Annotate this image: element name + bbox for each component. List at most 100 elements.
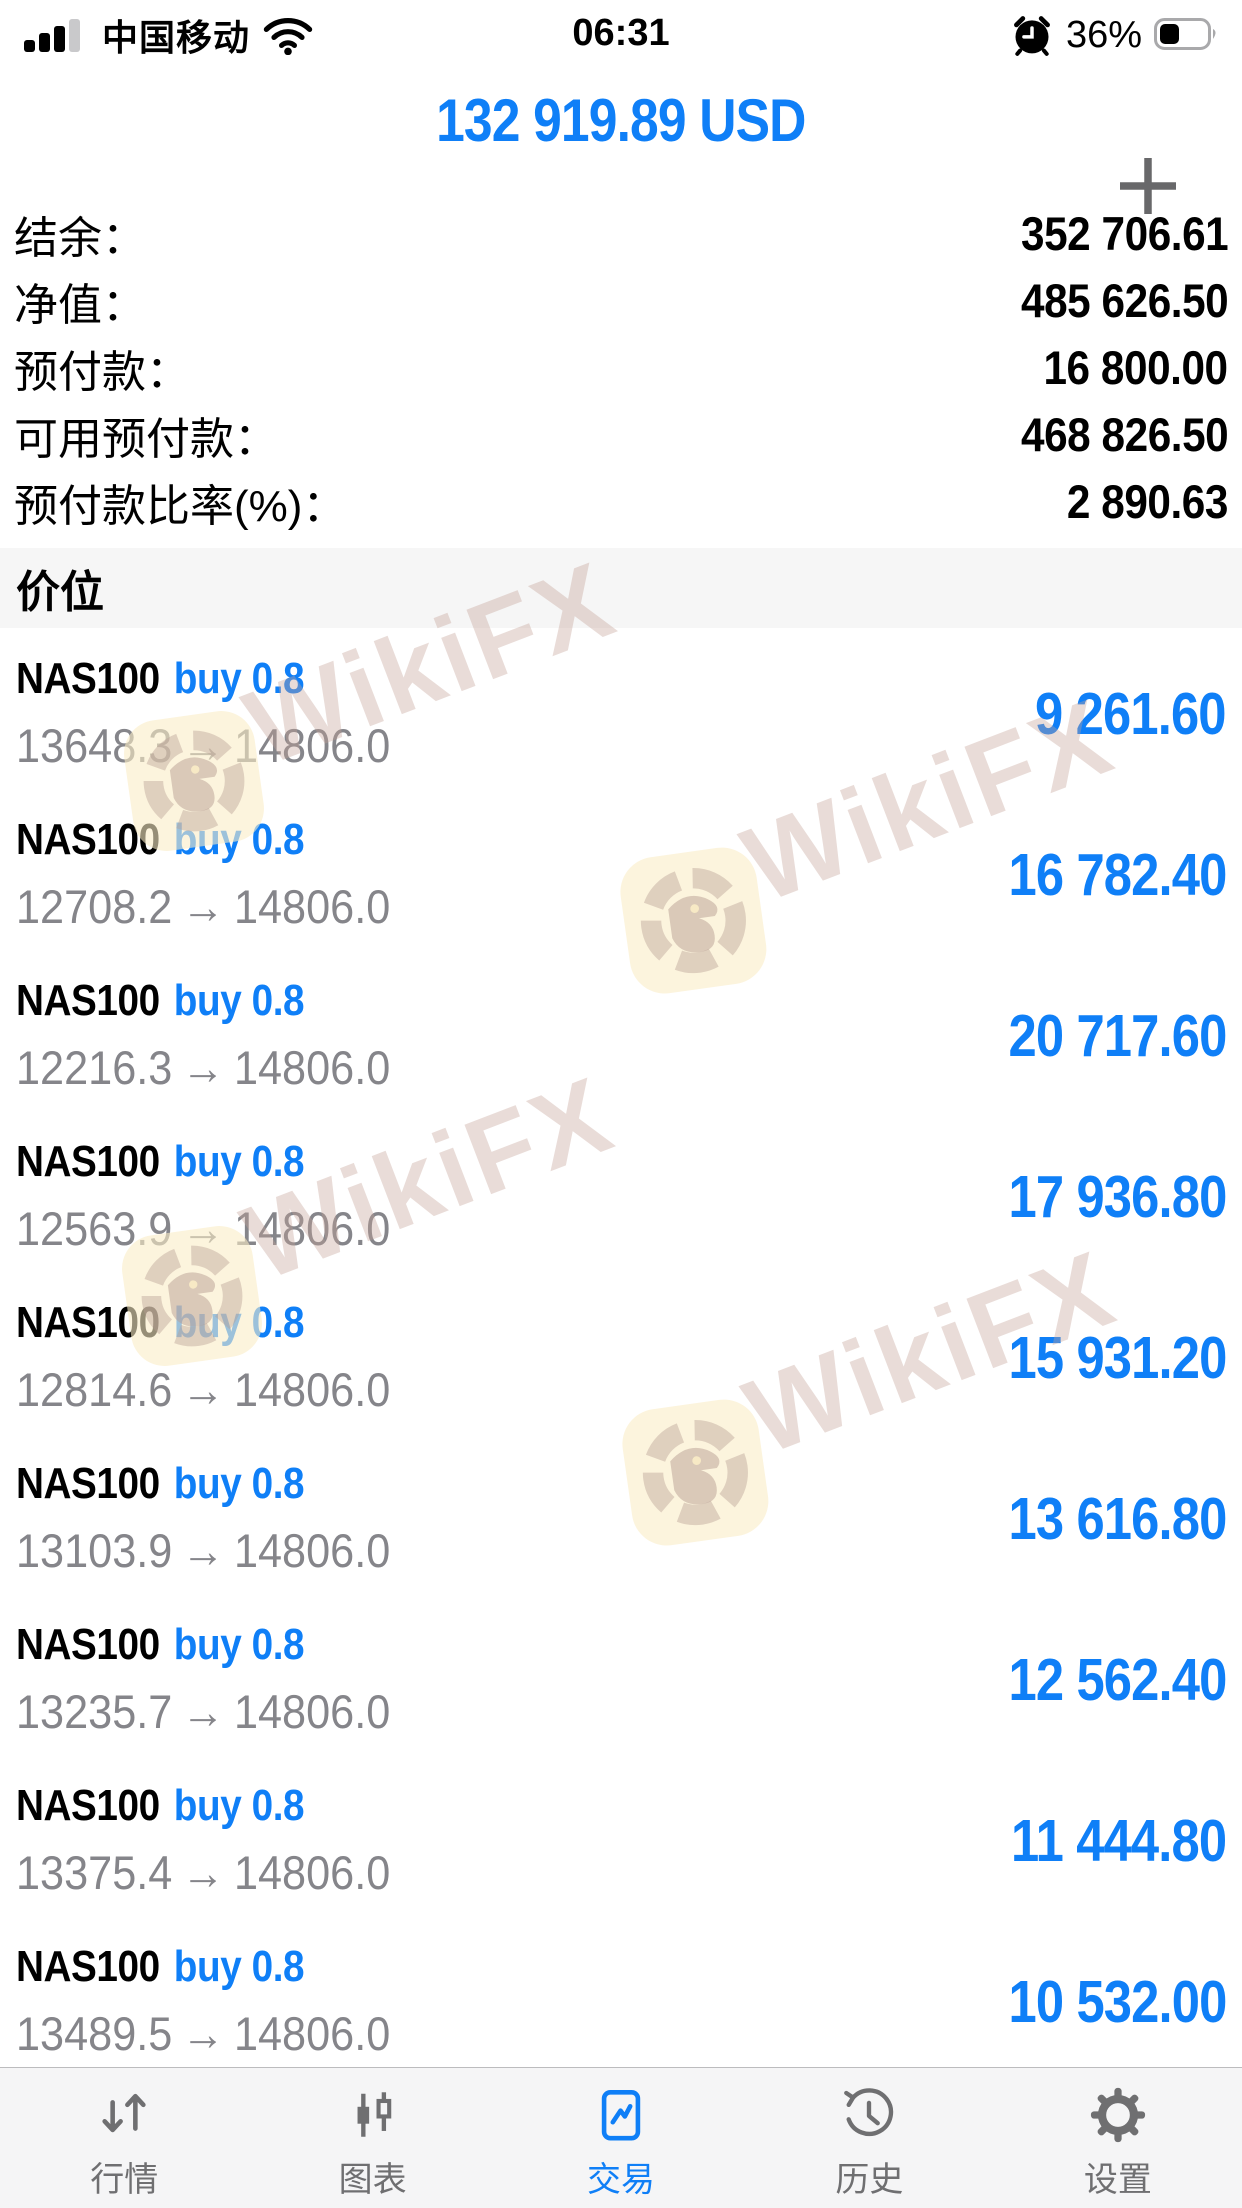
- side-volume-label: buy 0.8: [173, 1781, 305, 1830]
- symbol-label: NAS100: [16, 976, 160, 1025]
- profit-value: 10 532.00: [1008, 1969, 1227, 2035]
- account-label: 净值：: [14, 280, 146, 330]
- time-label: 06:31: [572, 12, 670, 54]
- profit-value: 20 717.60: [1008, 1003, 1227, 1069]
- current-price: 14806.0: [233, 1685, 391, 1738]
- side-volume-label: buy 0.8: [173, 1298, 305, 1347]
- open-price: 13648.3: [16, 719, 173, 772]
- carrier-label: 中国移动: [102, 17, 251, 58]
- profit-value: 15 931.20: [1008, 1325, 1227, 1391]
- current-price: 14806.0: [233, 2007, 391, 2060]
- tab-bar: 行情 图表 交易: [0, 2067, 1242, 2208]
- profit-value: 16 782.40: [1008, 842, 1227, 908]
- symbol-label: NAS100: [16, 1781, 160, 1830]
- current-price: 14806.0: [233, 1202, 391, 1255]
- status-bar: 中国移动 06:31 36%: [0, 0, 1242, 62]
- wifi-icon: [262, 15, 314, 55]
- side-volume-label: buy 0.8: [173, 1459, 305, 1508]
- current-price: 14806.0: [233, 1524, 391, 1577]
- account-value: 352 706.61: [1020, 207, 1229, 260]
- position-row[interactable]: NAS100 buy 0.8 13489.5 → 14806.0 10 532.00: [0, 1916, 1242, 2077]
- tab-label: 行情: [90, 2161, 159, 2199]
- account-row-balance: 结余： 352 706.61: [14, 200, 1228, 267]
- tab-trade[interactable]: 交易: [497, 2068, 745, 2208]
- position-row[interactable]: NAS100 buy 0.8 12814.6 → 14806.0 15 931.20: [0, 1272, 1242, 1433]
- tab-label: 图表: [338, 2161, 407, 2199]
- trade-icon: [592, 2084, 650, 2146]
- account-row-margin-level: 预付款比率(%)： 2 890.63: [14, 468, 1228, 535]
- header: 132 919.89 USD: [0, 62, 1242, 214]
- account-row-equity: 净值： 485 626.50: [14, 267, 1228, 334]
- plus-icon: [1117, 155, 1179, 217]
- tab-label: 设置: [1083, 2161, 1152, 2199]
- open-price: 13103.9: [16, 1524, 173, 1577]
- add-order-button[interactable]: [1112, 150, 1184, 222]
- account-label: 结余：: [14, 213, 146, 263]
- position-row[interactable]: NAS100 buy 0.8 13648.3 → 14806.0 9 261.60: [0, 628, 1242, 789]
- price-arrow-icon: →: [181, 1041, 225, 1094]
- tab-quotes[interactable]: 行情: [0, 2068, 248, 2208]
- account-value: 2 890.63: [1066, 475, 1229, 528]
- price-arrow-icon: →: [181, 2007, 225, 2060]
- tab-settings[interactable]: 设置: [994, 2068, 1242, 2208]
- account-label: 可用预付款：: [14, 414, 278, 464]
- open-price: 12563.9: [16, 1202, 173, 1255]
- tab-charts[interactable]: 图表: [248, 2068, 496, 2208]
- symbol-label: NAS100: [16, 1620, 160, 1669]
- profit-value: 9 261.60: [1035, 681, 1226, 747]
- positions-section-header: 价位: [0, 548, 1242, 628]
- price-arrow-icon: →: [181, 1846, 225, 1899]
- price-arrow-icon: →: [181, 1524, 225, 1577]
- alarm-icon: [1010, 13, 1054, 57]
- symbol-label: NAS100: [16, 654, 160, 703]
- profit-value: 17 936.80: [1008, 1164, 1227, 1230]
- symbol-label: NAS100: [16, 815, 160, 864]
- open-price: 13489.5: [16, 2007, 173, 2060]
- position-row[interactable]: NAS100 buy 0.8 12708.2 → 14806.0 16 782.40: [0, 789, 1242, 950]
- battery-percent-label: 36%: [1065, 13, 1142, 56]
- history-icon: [840, 2084, 898, 2146]
- charts-icon: [344, 2084, 402, 2146]
- symbol-label: NAS100: [16, 1459, 160, 1508]
- account-row-free-margin: 可用预付款： 468 826.50: [14, 401, 1228, 468]
- account-label: 预付款：: [14, 347, 190, 397]
- tab-history[interactable]: 历史: [745, 2068, 993, 2208]
- settings-icon: [1089, 2084, 1147, 2146]
- price-arrow-icon: →: [181, 719, 225, 772]
- current-price: 14806.0: [233, 1363, 391, 1416]
- open-price: 12814.6: [16, 1363, 173, 1416]
- current-price: 14806.0: [233, 1041, 391, 1094]
- account-summary: 结余： 352 706.61 净值： 485 626.50 预付款： 16 80…: [0, 190, 1242, 535]
- open-price: 12216.3: [16, 1041, 173, 1094]
- price-arrow-icon: →: [181, 1363, 225, 1416]
- current-price: 14806.0: [233, 1846, 391, 1899]
- account-value: 16 800.00: [1043, 341, 1229, 394]
- position-row[interactable]: NAS100 buy 0.8 13235.7 → 14806.0 12 562.40: [0, 1594, 1242, 1755]
- symbol-label: NAS100: [16, 1137, 160, 1186]
- side-volume-label: buy 0.8: [173, 1137, 305, 1186]
- price-arrow-icon: →: [181, 1202, 225, 1255]
- symbol-label: NAS100: [16, 1298, 160, 1347]
- price-arrow-icon: →: [181, 1685, 225, 1738]
- quotes-icon: [95, 2084, 153, 2146]
- account-value: 485 626.50: [1020, 274, 1229, 327]
- side-volume-label: buy 0.8: [173, 1942, 305, 1991]
- position-row[interactable]: NAS100 buy 0.8 12216.3 → 14806.0 20 717.60: [0, 950, 1242, 1111]
- tab-label: 交易: [587, 2161, 656, 2199]
- balance-title: 132 919.89 USD: [436, 87, 806, 154]
- position-row[interactable]: NAS100 buy 0.8 13375.4 → 14806.0 11 444.80: [0, 1755, 1242, 1916]
- position-row[interactable]: NAS100 buy 0.8 12563.9 → 14806.0 17 936.80: [0, 1111, 1242, 1272]
- account-label: 预付款比率(%)：: [14, 481, 347, 531]
- open-price: 13375.4: [16, 1846, 173, 1899]
- profit-value: 12 562.40: [1008, 1647, 1227, 1713]
- side-volume-label: buy 0.8: [173, 654, 305, 703]
- cellular-signal-icon: [24, 18, 90, 52]
- tab-label: 历史: [835, 2161, 904, 2199]
- positions-section-title: 价位: [16, 568, 104, 617]
- current-price: 14806.0: [233, 880, 391, 933]
- account-value: 468 826.50: [1020, 408, 1229, 461]
- open-price: 12708.2: [16, 880, 173, 933]
- side-volume-label: buy 0.8: [173, 976, 305, 1025]
- position-row[interactable]: NAS100 buy 0.8 13103.9 → 14806.0 13 616.80: [0, 1433, 1242, 1594]
